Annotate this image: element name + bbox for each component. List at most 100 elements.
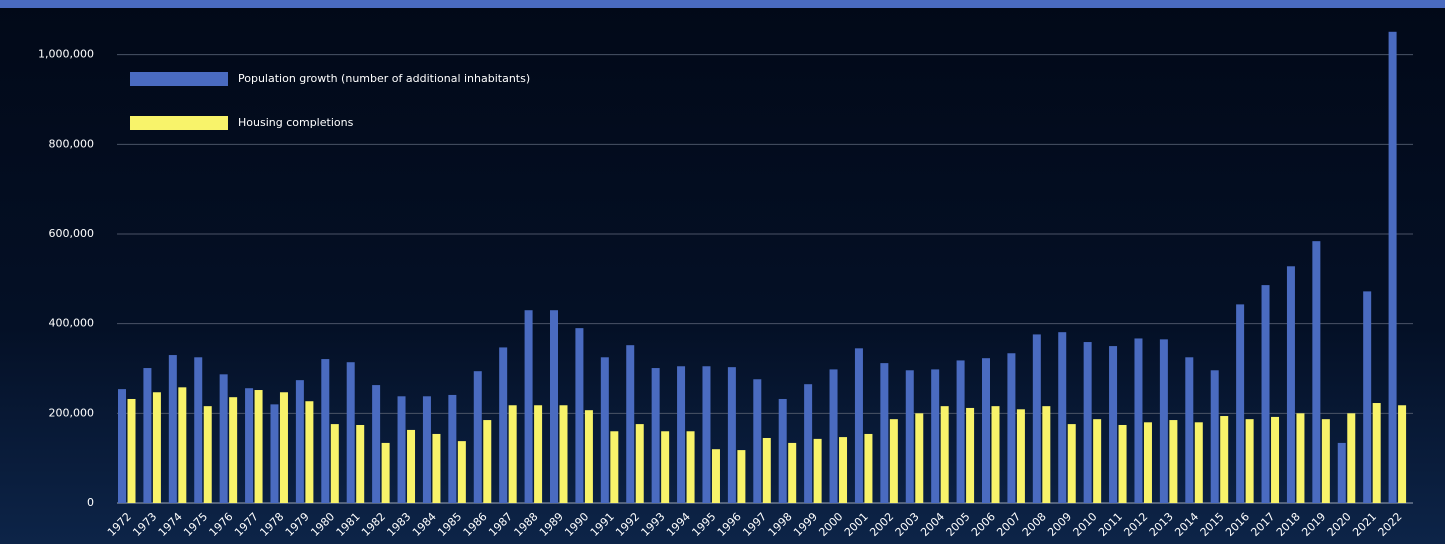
x-tick-label: 2003	[893, 510, 922, 539]
bar	[550, 310, 558, 503]
bar	[457, 441, 466, 503]
bar	[1363, 291, 1372, 503]
x-tick-label: 2005	[944, 510, 973, 539]
bar	[829, 369, 838, 503]
x-tick-label: 1978	[257, 510, 286, 539]
bar	[534, 405, 543, 503]
x-tick-label: 2020	[1325, 510, 1354, 539]
bar	[1058, 332, 1067, 503]
bar	[1159, 339, 1168, 503]
y-tick-label: 0	[87, 496, 94, 509]
bar	[168, 355, 177, 503]
x-tick-label: 2006	[969, 510, 998, 539]
x-tick-label: 2001	[842, 510, 871, 539]
bar	[1042, 406, 1051, 503]
bar	[279, 392, 288, 503]
x-tick-label: 2015	[1198, 510, 1227, 539]
bar	[737, 450, 746, 503]
bar	[1194, 422, 1203, 503]
bar	[931, 369, 940, 503]
x-tick-label: 1995	[689, 510, 718, 539]
bar	[1134, 338, 1143, 503]
bar	[610, 431, 619, 503]
x-tick-label: 1981	[334, 510, 363, 539]
bar	[1337, 442, 1346, 503]
bar	[127, 398, 136, 503]
bar	[982, 358, 990, 503]
x-tick-label: 2012	[1121, 510, 1150, 539]
bar	[1143, 422, 1152, 503]
bar	[1185, 357, 1194, 503]
bar	[1067, 424, 1076, 503]
bar	[1032, 334, 1041, 503]
bar	[483, 420, 492, 503]
bar	[804, 384, 813, 503]
x-tick-label: 1983	[384, 510, 413, 539]
bar	[152, 392, 161, 503]
bar	[677, 366, 686, 503]
bar	[245, 388, 254, 503]
bar	[1261, 285, 1270, 503]
x-tick-label: 2007	[994, 510, 1023, 539]
x-tick-label: 2011	[1096, 510, 1125, 539]
bar	[889, 419, 898, 503]
bar	[956, 360, 965, 503]
bar	[422, 396, 431, 503]
bar	[397, 396, 406, 503]
x-tick-label: 1992	[613, 510, 642, 539]
bar	[1388, 31, 1397, 503]
bar	[1372, 403, 1381, 503]
x-tick-label: 2000	[816, 510, 845, 539]
x-tick-label: 1996	[715, 510, 744, 539]
bar	[905, 370, 914, 503]
x-tick-label: 2014	[1172, 510, 1201, 539]
bar	[524, 310, 533, 503]
x-tick-label: 2022	[1376, 510, 1405, 539]
x-tick-label: 2004	[918, 510, 947, 539]
bar	[229, 397, 238, 503]
bar	[686, 431, 695, 503]
x-tick-label: 1975	[181, 510, 210, 539]
bar	[203, 406, 212, 503]
bar	[143, 368, 152, 503]
x-tick-label: 2013	[1147, 510, 1176, 539]
bar	[1210, 370, 1219, 503]
bar	[626, 345, 635, 503]
x-tick-label: 2009	[1045, 510, 1074, 539]
bar	[1271, 416, 1280, 503]
legend-swatch	[130, 72, 228, 86]
bar	[1169, 420, 1178, 503]
x-tick-label: 2016	[1223, 510, 1252, 539]
bar	[305, 401, 314, 503]
bar	[356, 424, 365, 503]
bar	[194, 357, 203, 503]
x-tick-label: 1993	[639, 510, 668, 539]
bar	[559, 405, 568, 503]
x-tick-label: 1999	[791, 510, 820, 539]
bar	[1016, 409, 1025, 503]
bar	[778, 398, 787, 503]
bar	[499, 347, 508, 503]
x-tick-label: 1976	[207, 510, 236, 539]
x-tick-label: 2017	[1248, 510, 1277, 539]
bar	[854, 348, 863, 503]
bar	[178, 387, 187, 503]
y-tick-label: 600,000	[49, 227, 95, 240]
bar	[788, 442, 797, 503]
bar	[1093, 419, 1102, 503]
bar	[813, 438, 822, 503]
x-tick-label: 1991	[588, 510, 617, 539]
bar	[381, 442, 390, 503]
bar	[966, 407, 975, 503]
bar	[1347, 413, 1356, 503]
bar	[254, 390, 263, 503]
y-tick-label: 1,000,000	[38, 48, 94, 61]
x-tick-label: 1977	[232, 510, 261, 539]
bar	[330, 424, 339, 503]
x-tick-label: 1998	[766, 510, 795, 539]
bar	[575, 328, 584, 503]
bar	[473, 371, 482, 503]
x-tick-label: 1989	[537, 510, 566, 539]
top-band	[0, 0, 1445, 8]
